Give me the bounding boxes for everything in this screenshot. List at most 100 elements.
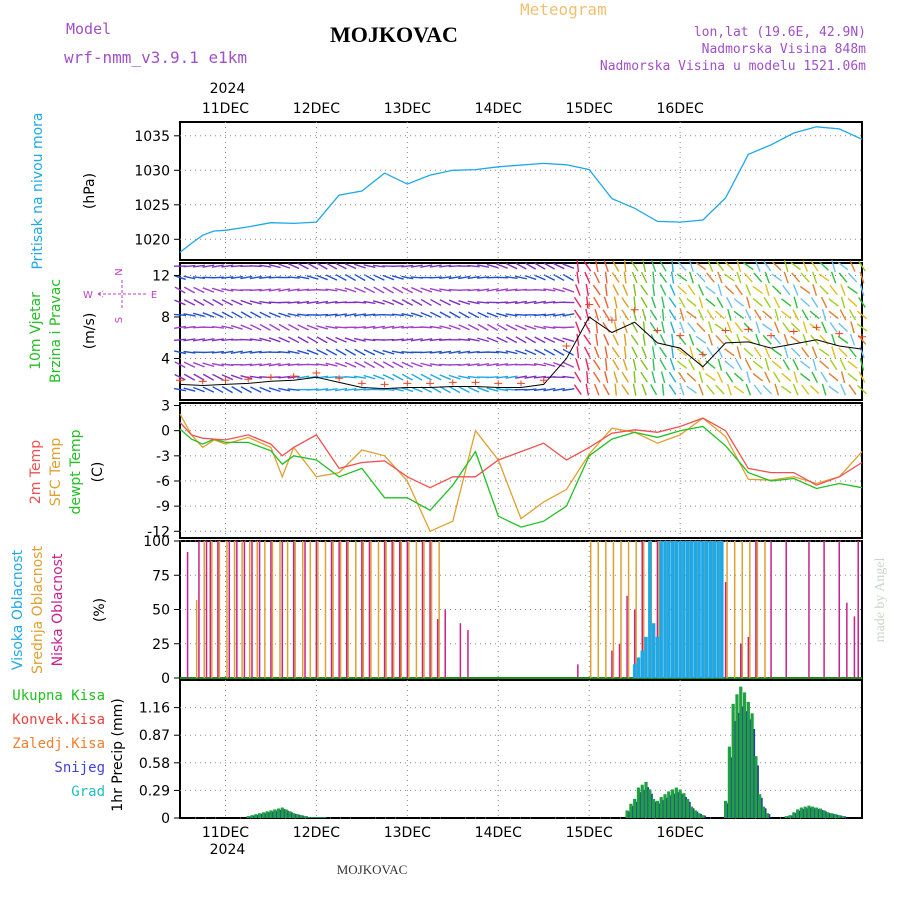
wind-barb <box>802 321 808 334</box>
wind-barb <box>706 384 715 395</box>
wind-barb <box>533 388 546 392</box>
wind-barb <box>562 361 575 368</box>
wind-barb <box>439 276 452 280</box>
wind-barb <box>659 334 667 346</box>
wind-barb <box>420 338 433 342</box>
wind-barb <box>593 296 601 308</box>
wind-barb <box>173 313 187 317</box>
wind-barb <box>642 333 646 346</box>
wind-barb <box>801 384 810 395</box>
precip-bar <box>758 794 762 818</box>
wind-barb <box>698 383 704 396</box>
wind-barb <box>829 359 838 371</box>
wind-gust-mark <box>698 351 707 358</box>
wind-barb <box>259 300 272 305</box>
wind-barb <box>429 276 442 279</box>
wind-barb <box>668 309 677 321</box>
precip-bar-conv <box>768 813 771 818</box>
wind-barb <box>586 371 589 384</box>
precip-bar <box>689 806 694 818</box>
footer-station: MOJKOVAC <box>337 862 408 877</box>
wind-barb <box>698 296 704 309</box>
wind-barb <box>353 388 367 392</box>
wind-barb <box>594 308 600 321</box>
wind-barb <box>641 383 647 396</box>
wind-barb <box>420 351 433 354</box>
wind-barb <box>642 260 647 273</box>
wind-barb <box>391 387 404 392</box>
wind-barb <box>586 296 589 309</box>
wind-barb <box>202 298 214 307</box>
wind-barb <box>543 325 556 329</box>
wind-barb <box>640 284 649 296</box>
wind-barb <box>278 288 291 292</box>
wind-barb <box>858 297 866 308</box>
wind-barb <box>278 312 291 318</box>
wind-barb <box>640 271 648 284</box>
wind-barb <box>847 285 858 295</box>
wind-barb <box>562 375 575 379</box>
precip-bar <box>765 813 769 818</box>
wind-barb <box>799 360 811 369</box>
wind-barb <box>800 272 810 283</box>
wind-barb <box>671 333 674 346</box>
wind-barb <box>678 296 686 309</box>
wind-barb <box>259 264 272 268</box>
wind-barb <box>325 274 338 281</box>
wind-barb <box>391 313 404 317</box>
precip-bar <box>826 812 830 818</box>
wind-barb <box>562 313 575 317</box>
panel-frame-temp <box>179 402 863 539</box>
wind-barb <box>630 334 639 346</box>
wind-barb <box>259 337 272 342</box>
wind-barb <box>724 285 735 295</box>
wind-barb <box>613 296 618 309</box>
wind-barb <box>496 350 509 354</box>
precip-bar <box>292 813 296 818</box>
wind-barb <box>240 386 252 394</box>
wind-barb <box>705 298 716 307</box>
wind-barb <box>686 298 697 307</box>
wind-barb <box>733 298 745 307</box>
wind-barb <box>574 284 581 296</box>
wind-barb <box>477 362 490 367</box>
wind-barb <box>762 310 773 320</box>
wind-barb <box>297 336 309 344</box>
wind-barb <box>611 346 620 358</box>
wind-barb <box>659 260 667 272</box>
wind-barb <box>334 313 348 317</box>
wind-barb <box>543 348 556 356</box>
precip-bar <box>257 813 262 818</box>
wind-barb <box>772 371 781 383</box>
wind-barb <box>686 372 697 382</box>
wind-barb <box>259 276 272 280</box>
wind-barb <box>382 325 395 330</box>
precip-bar <box>814 807 819 818</box>
precip-bar <box>803 806 807 818</box>
wind-barb <box>594 383 600 396</box>
wind-gust-mark <box>835 330 844 337</box>
wind-barb <box>829 322 838 333</box>
wind-barb <box>828 310 839 320</box>
wind-barb <box>676 360 688 369</box>
precip-bar-conv <box>325 817 327 818</box>
wind-barb <box>514 375 528 379</box>
day-label-top: 14DEC <box>475 101 522 117</box>
wind-barb <box>631 321 639 333</box>
wind-barb <box>726 321 733 334</box>
wind-barb <box>811 346 818 359</box>
wind-barb <box>353 301 367 304</box>
wind-barb <box>562 326 575 329</box>
wind-barb <box>449 311 461 319</box>
wind-barb <box>363 349 376 356</box>
wind-barb <box>287 263 300 270</box>
wind-barb <box>183 299 196 306</box>
wind-barb <box>630 260 639 272</box>
precip-bar <box>784 816 788 818</box>
wind-gust-mark <box>653 327 662 334</box>
wind-barb <box>819 360 830 370</box>
wind-barb <box>802 260 809 272</box>
wind-barb <box>515 349 527 355</box>
wind-barb <box>382 388 395 392</box>
wind-barb <box>595 333 599 346</box>
